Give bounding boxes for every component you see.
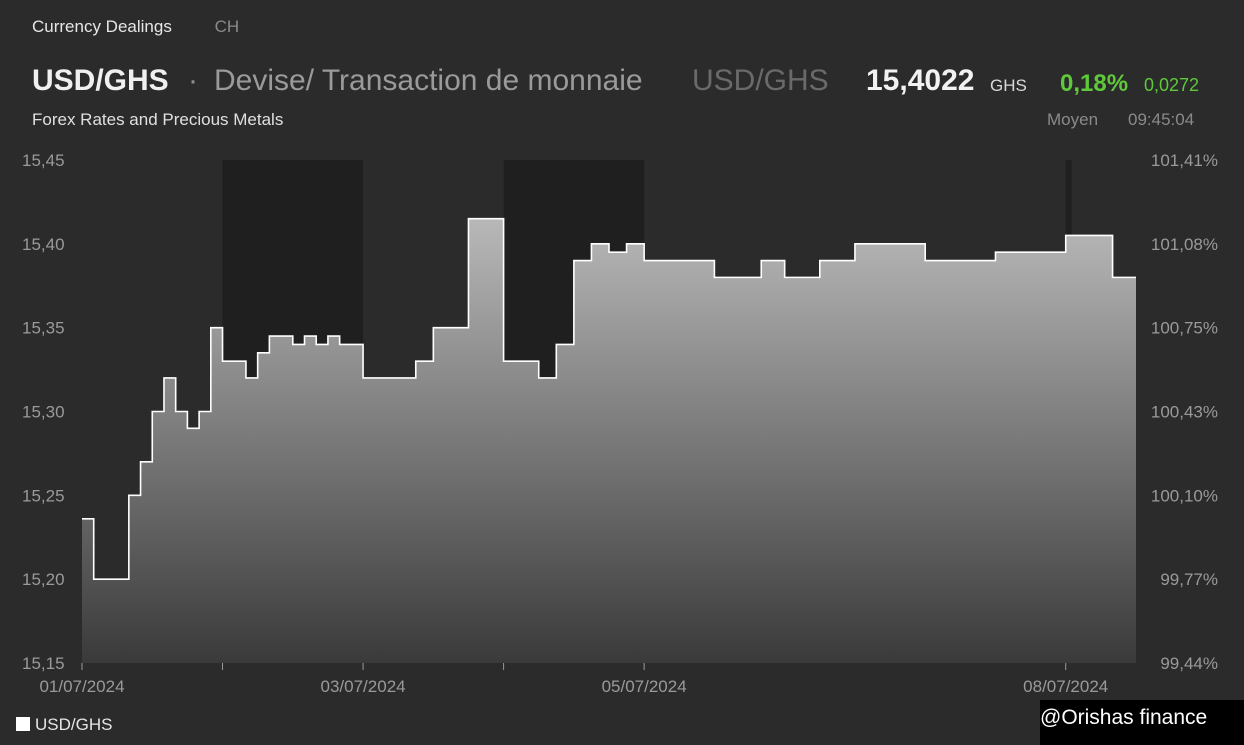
y-tick-left: 15,20: [22, 570, 65, 589]
last-price: 15,4022: [866, 64, 975, 97]
y-tick-right: 100,43%: [1151, 403, 1218, 422]
y-tick-right: 101,08%: [1151, 235, 1218, 254]
top-nav: Currency Dealings CH: [32, 17, 277, 37]
quote-time: 09:45:04: [1128, 110, 1195, 129]
legend-swatch: [16, 717, 30, 731]
market-subtitle: Forex Rates and Precious Metals: [32, 110, 284, 129]
price-type: Moyen: [1047, 110, 1099, 129]
y-tick-left: 15,15: [22, 654, 65, 673]
y-tick-left: 15,30: [22, 403, 65, 422]
pair-title: USD/GHS: [32, 64, 169, 97]
price-currency: GHS: [990, 76, 1027, 95]
x-tick-label: 03/07/2024: [321, 677, 406, 696]
change-absolute: 0,0272: [1144, 75, 1200, 95]
separator-dot: ·: [188, 64, 198, 97]
x-tick-label: 01/07/2024: [39, 677, 124, 696]
price-area: [82, 218, 1136, 663]
change-percent: 0,18%: [1060, 70, 1129, 97]
y-tick-right: 101,41%: [1151, 151, 1218, 170]
y-tick-right: 100,75%: [1151, 319, 1218, 338]
y-tick-right: 100,10%: [1151, 486, 1218, 505]
tab-currency-dealings[interactable]: Currency Dealings: [32, 17, 172, 36]
tab-ch[interactable]: CH: [214, 17, 240, 36]
instrument-symbol: USD/GHS: [692, 64, 829, 97]
legend: USD/GHS: [16, 715, 112, 735]
legend-label: USD/GHS: [35, 715, 113, 734]
y-tick-left: 15,25: [22, 486, 65, 505]
y-tick-right: 99,44%: [1160, 654, 1218, 673]
quote-header: USD/GHS · Devise/ Transaction de monnaie…: [32, 64, 1204, 104]
watermark: @Orishas finance: [1040, 700, 1244, 745]
price-line: [82, 217, 1136, 580]
instrument-description: Devise/ Transaction de monnaie: [214, 64, 643, 97]
y-tick-right: 99,77%: [1160, 570, 1218, 589]
y-tick-left: 15,35: [22, 319, 65, 338]
y-tick-left: 15,40: [22, 235, 65, 254]
x-tick-label: 05/07/2024: [602, 677, 687, 696]
x-tick-label: 08/07/2024: [1023, 677, 1108, 696]
y-tick-left: 15,45: [22, 151, 65, 170]
